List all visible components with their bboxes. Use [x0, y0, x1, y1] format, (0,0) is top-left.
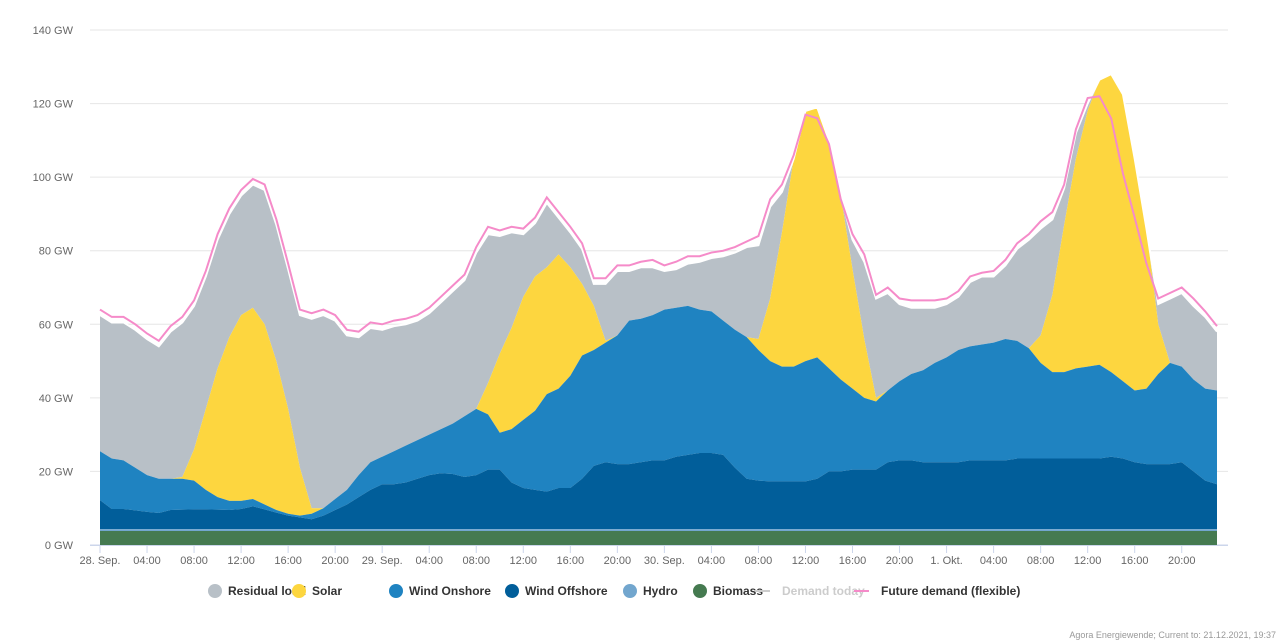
- y-tick-label: 120 GW: [33, 99, 74, 111]
- y-tick-label: 60 GW: [39, 319, 74, 331]
- legend-item-wind-onshore[interactable]: Wind Onshore: [389, 584, 491, 598]
- x-axis: 28. Sep. 04:00 08:00 12:00 16:00 20:00 29. Sep…: [80, 545, 1228, 567]
- x-tick-label: 30. Sep.: [644, 555, 685, 567]
- area-wind-onshore: [100, 305, 1217, 520]
- x-tick-label: 08:00: [745, 555, 773, 567]
- x-tick-label: 20:00: [1168, 555, 1196, 567]
- x-tick-label: 16:00: [839, 555, 867, 567]
- x-tick-label: 20:00: [886, 555, 914, 567]
- x-tick-label: 04:00: [415, 555, 443, 567]
- area-residual-load: [100, 74, 1217, 509]
- x-tick-label: 08:00: [180, 555, 208, 567]
- legend-item-wind-offshore[interactable]: Wind Offshore: [505, 584, 608, 598]
- x-tick-label: 08:00: [462, 555, 490, 567]
- x-tick-label: 12:00: [792, 555, 820, 567]
- legend-label: Solar: [312, 584, 342, 598]
- x-tick-label: 04:00: [980, 555, 1008, 567]
- legend-label: Wind Offshore: [525, 584, 608, 598]
- legend-label: Biomass: [713, 584, 763, 598]
- legend-item-demand-today[interactable]: Demand today: [755, 584, 865, 598]
- legend-marker-icon: [693, 584, 707, 598]
- line-future-demand-flexible: [99, 95, 1218, 343]
- y-axis: 0 GW 20 GW 40 GW 60 GW 80 GW 100 GW 120 GW 140 …: [33, 25, 74, 552]
- credits: Agora Energiewende; Current to: 21.12.20…: [1069, 630, 1276, 640]
- legend-item-future-demand-flexible[interactable]: Future demand (flexible): [854, 584, 1020, 598]
- x-tick-label: 12:00: [1074, 555, 1102, 567]
- y-tick-label: 100 GW: [33, 172, 74, 184]
- legend-item-residual-load[interactable]: Residual load: [208, 584, 306, 598]
- y-tick-label: 20 GW: [39, 466, 74, 478]
- x-tick-label: 28. Sep.: [80, 555, 121, 567]
- legend-marker-icon: [292, 584, 306, 598]
- legend-marker-icon: [505, 584, 519, 598]
- x-tick-label: 16:00: [557, 555, 585, 567]
- x-tick-label: 29. Sep.: [362, 555, 403, 567]
- x-tick-label: 08:00: [1027, 555, 1055, 567]
- x-tick-label: 1. Okt.: [930, 555, 962, 567]
- y-tick-label: 140 GW: [33, 25, 74, 37]
- legend-item-biomass[interactable]: Biomass: [693, 584, 763, 598]
- x-tick-label: 04:00: [133, 555, 161, 567]
- residual-top-edge: [99, 72, 1218, 348]
- x-tick-label: 12:00: [510, 555, 538, 567]
- legend-marker-icon: [208, 584, 222, 598]
- y-tick-label: 40 GW: [39, 393, 74, 405]
- legend-item-solar[interactable]: Solar: [292, 584, 342, 598]
- stacked-areas: [99, 72, 1218, 545]
- x-tick-label: 16:00: [1121, 555, 1149, 567]
- area-hydro: [100, 529, 1217, 532]
- x-tick-label: 20:00: [321, 555, 349, 567]
- legend-label: Future demand (flexible): [881, 584, 1020, 598]
- legend-label: Hydro: [643, 584, 678, 598]
- area-wind-offshore: [100, 453, 1217, 530]
- y-tick-label: 80 GW: [39, 246, 74, 258]
- area-biomass: [100, 531, 1217, 545]
- legend-item-hydro[interactable]: Hydro: [623, 584, 678, 598]
- x-tick-label: 04:00: [698, 555, 726, 567]
- x-tick-label: 16:00: [274, 555, 302, 567]
- legend-label: Wind Onshore: [409, 584, 491, 598]
- x-tick-label: 12:00: [227, 555, 255, 567]
- demand-lines: [99, 95, 1218, 343]
- legend-label: Residual load: [228, 584, 306, 598]
- y-tick-label: 0 GW: [45, 540, 74, 552]
- legend-marker-icon: [623, 584, 637, 598]
- legend-marker-icon: [389, 584, 403, 598]
- legend-label: Demand today: [782, 584, 865, 598]
- legend: Residual load Solar Wind Onshore Wind Offsh…: [208, 584, 1020, 598]
- x-tick-label: 20:00: [604, 555, 632, 567]
- area-solar: [100, 74, 1217, 516]
